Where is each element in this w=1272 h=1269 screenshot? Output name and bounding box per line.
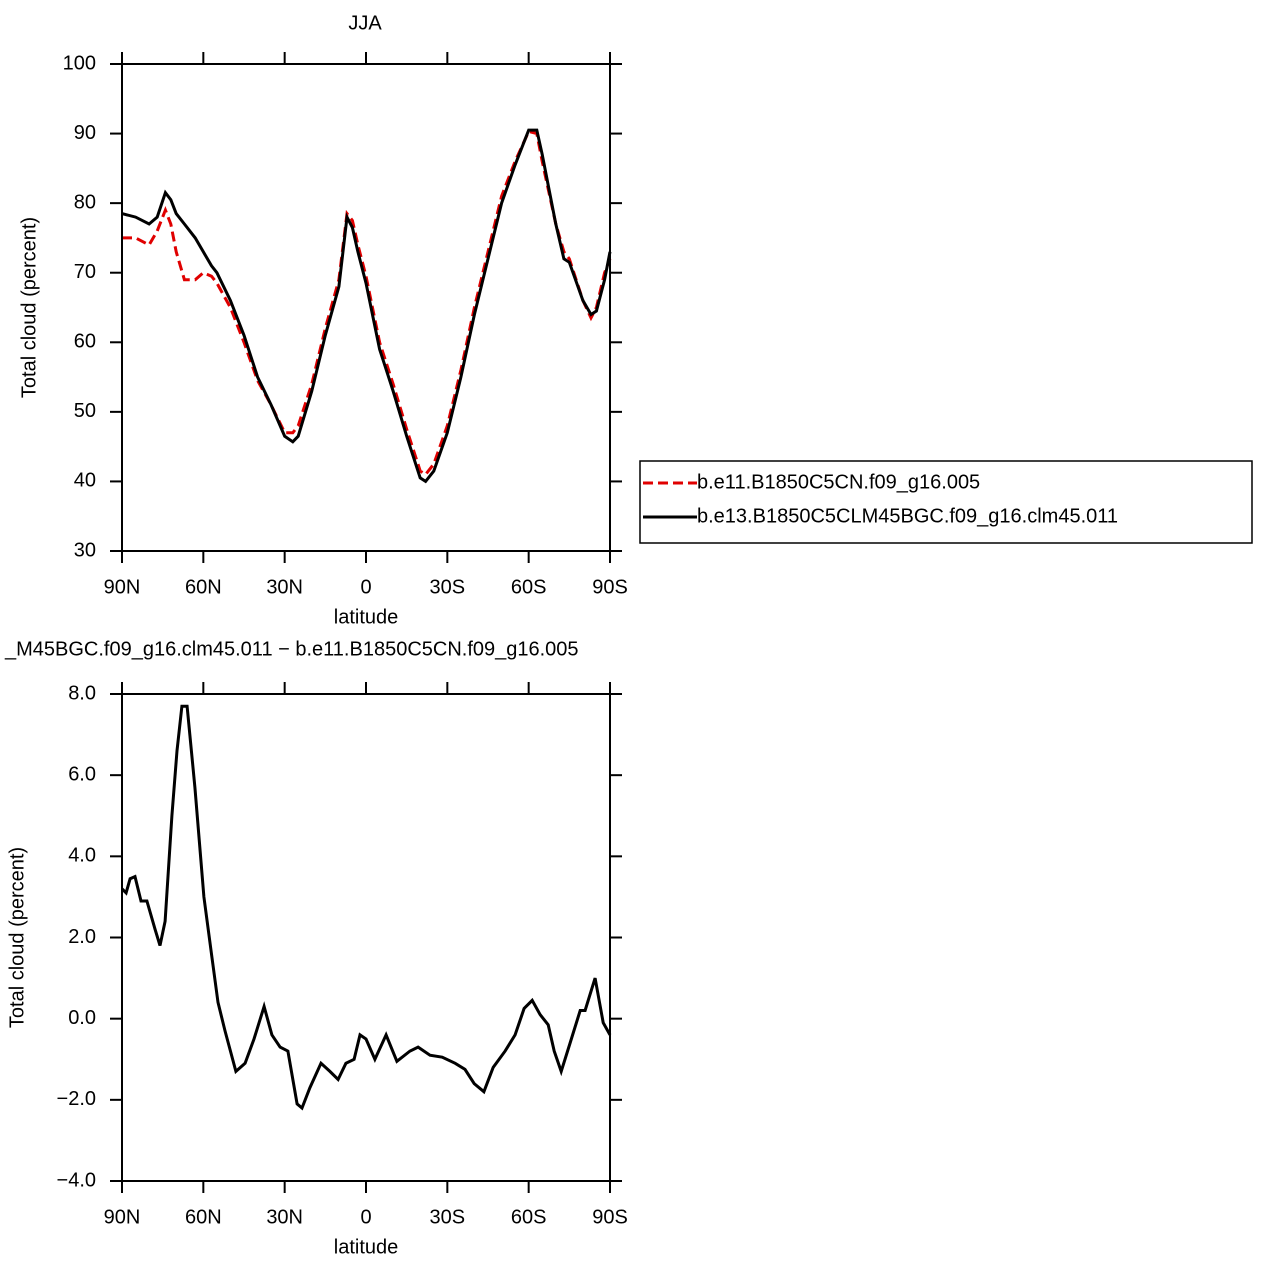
x-tick-label: 90N [104,1206,141,1228]
x-tick-label: 30N [266,576,303,598]
y-tick-label: 50 [74,400,96,422]
y-tick-label: 90 [74,122,96,144]
x-tick-label: 60S [511,576,547,598]
x-tick-label: 90S [592,1206,628,1228]
y-tick-label: 60 [74,331,96,353]
y-tick-label: 70 [74,261,96,283]
x-tick-label: 30S [430,576,466,598]
x-axis-label: latitude [334,1236,399,1258]
x-tick-label: 30S [430,1206,466,1228]
y-tick-label: −2.0 [57,1088,96,1110]
y-tick-label: 80 [74,191,96,213]
plot-frame [121,693,611,1182]
x-tick-label: 60S [511,1206,547,1228]
x-tick-label: 0 [360,576,371,598]
chart-title: JJA [348,12,382,34]
x-tick-label: 60N [185,1206,222,1228]
data-line [122,129,612,477]
x-tick-label: 0 [360,1206,371,1228]
x-axis-label: latitude [334,606,399,628]
y-tick-label: 6.0 [68,763,96,785]
x-tick-label: 90S [592,576,628,598]
y-axis-label: Total cloud (percent) [18,217,40,398]
data-line [120,704,612,1111]
y-tick-label: 40 [74,470,96,492]
legend: b.e11.B1850C5CN.f09_g16.005 b.e13.B1850C5… [639,460,1253,544]
y-tick-label: −4.0 [57,1169,96,1191]
chart-title: _M45BGC.f09_g16.clm45.011 − b.e11.B1850C… [4,638,579,660]
y-tick-label: 100 [63,52,96,74]
plot-frame [121,63,611,552]
legend-label: b.e11.B1850C5CN.f09_g16.005 [697,471,980,493]
panel: _M45BGC.f09_g16.clm45.011 − b.e11.B1850C… [4,638,628,1258]
x-tick-label: 90N [104,576,141,598]
panel: JJA 30 40 50 60 70 80 90 100 90N 60N 30N 0 30S 60S 90S l… [18,12,628,628]
y-tick-label: 2.0 [68,926,96,948]
x-tick-label: 30N [266,1206,303,1228]
legend-box [639,460,1253,544]
y-tick-label: 8.0 [68,682,96,704]
x-tick-label: 60N [185,576,222,598]
y-axis-label: Total cloud (percent) [6,847,28,1028]
legend-label: b.e13.B1850C5CLM45BGC.f09_g16.clm45.011 [697,505,1118,527]
data-line [121,128,612,484]
y-tick-label: 4.0 [68,845,96,867]
y-tick-label: 30 [74,539,96,561]
y-tick-label: 0.0 [68,1007,96,1029]
